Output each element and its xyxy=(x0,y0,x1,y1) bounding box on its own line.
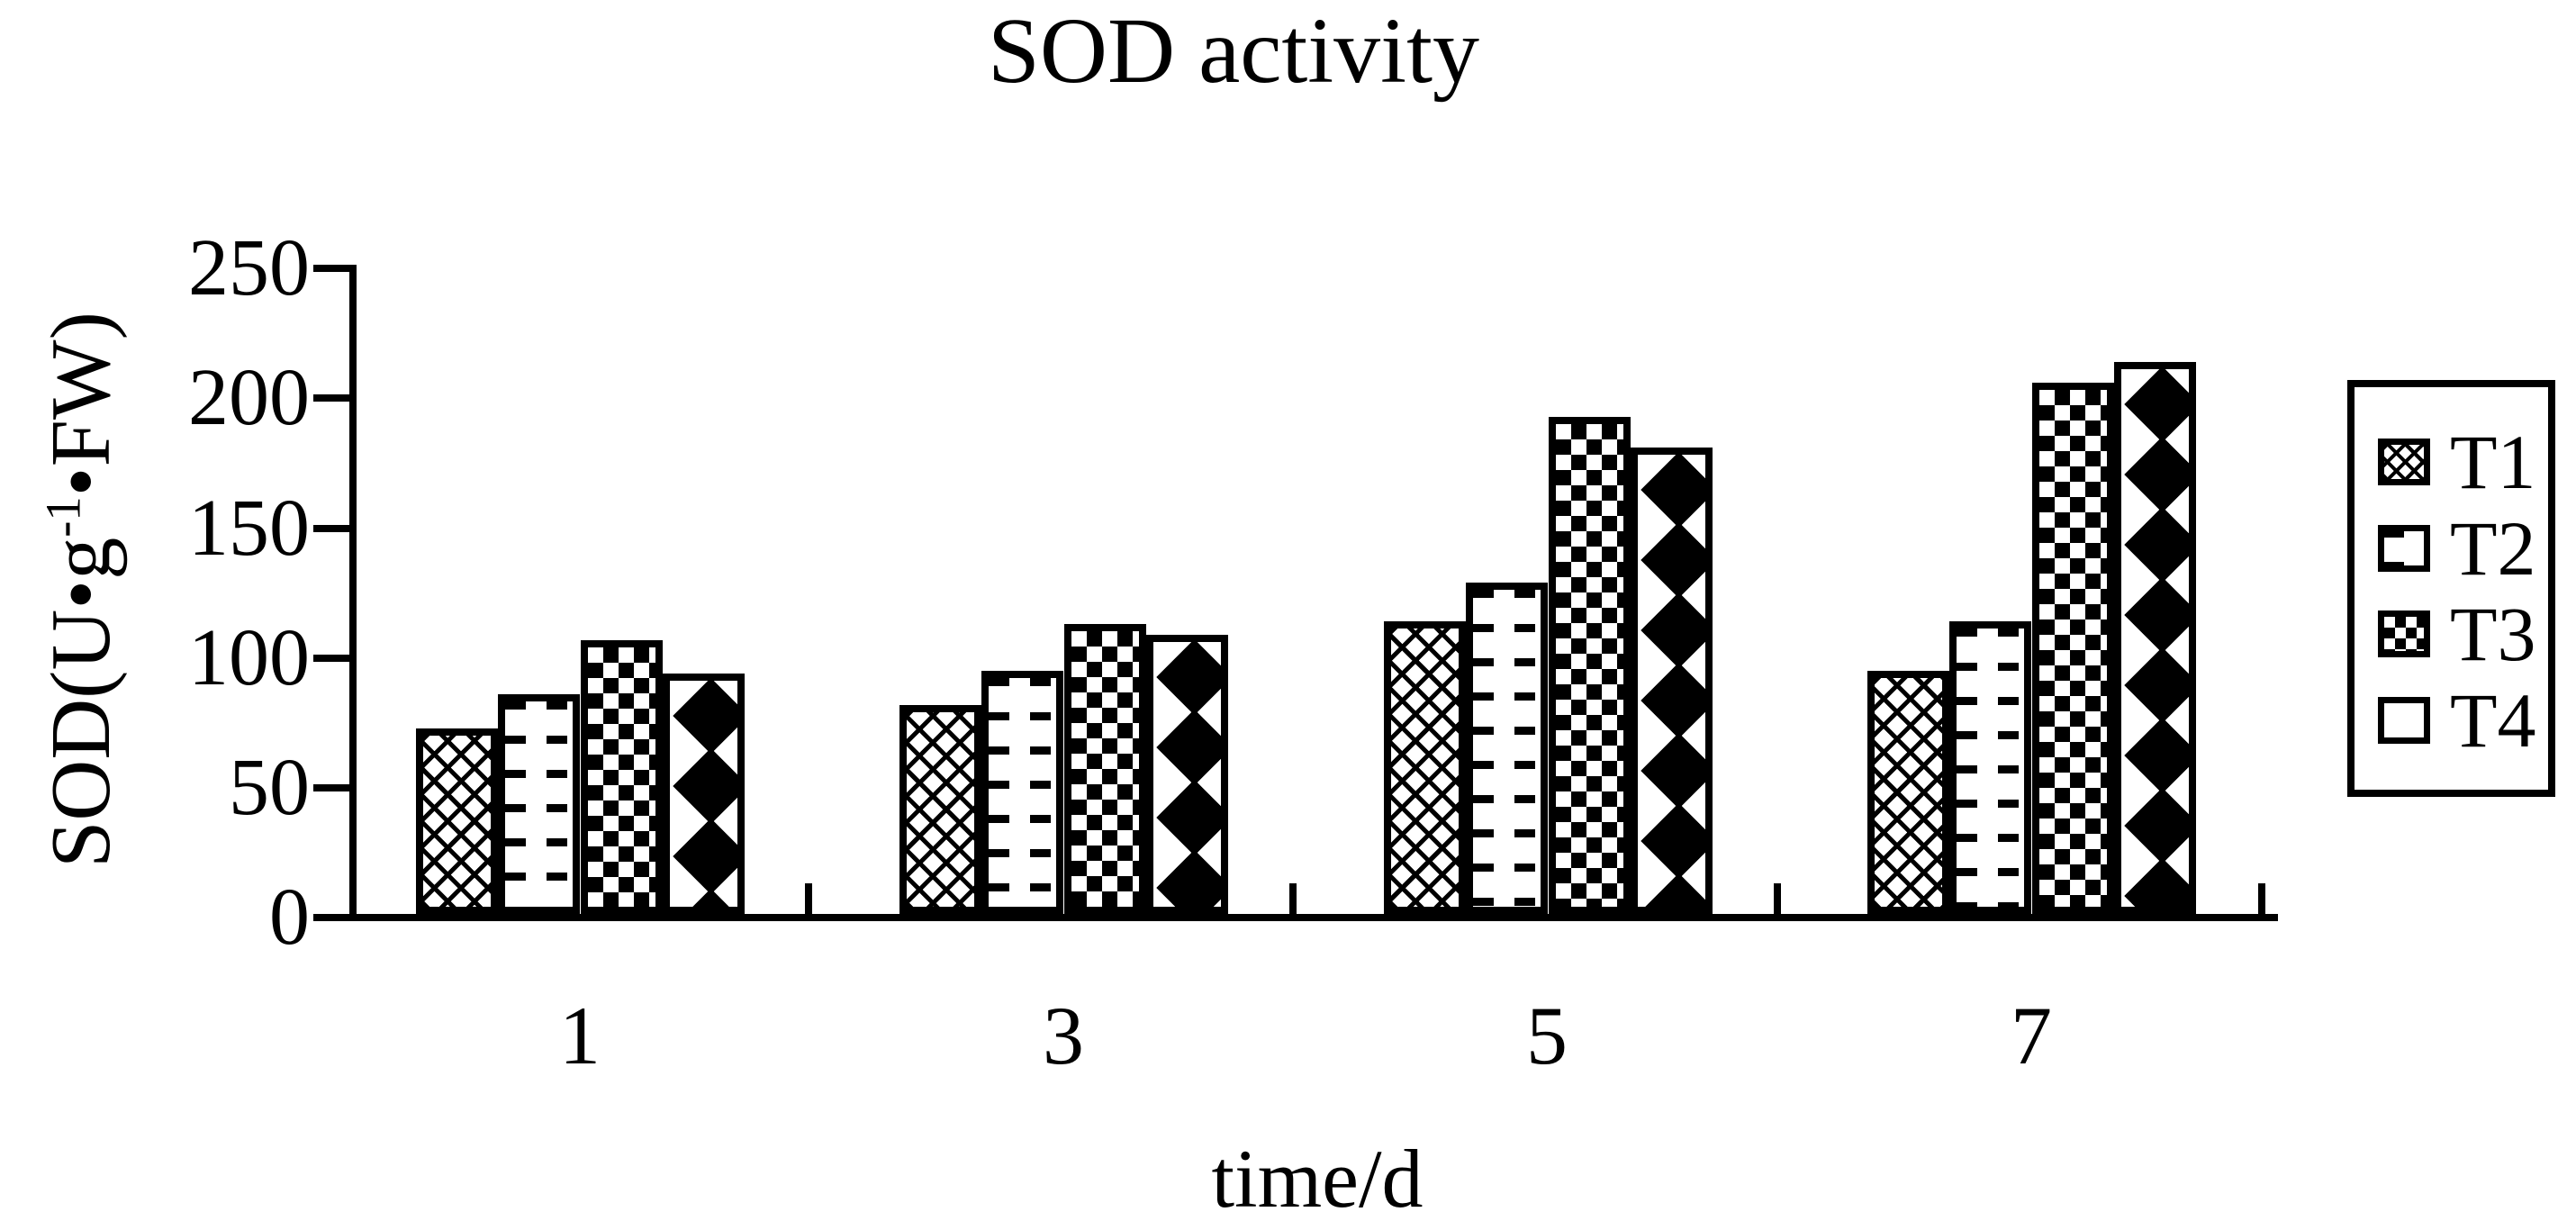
legend-swatch-crosshatch-icon xyxy=(2378,439,2430,485)
bar-t1-day-7 xyxy=(1867,671,1949,914)
y-axis-label-superscript: -1 xyxy=(35,496,91,538)
x-tick-label: 7 xyxy=(2011,990,2052,1081)
bar-t4-day-1 xyxy=(662,674,745,914)
legend-item-t1: T1 xyxy=(2355,423,2548,501)
bar-t2-day-5 xyxy=(1466,583,1549,914)
x-axis-label: time/d xyxy=(1211,1133,1424,1225)
bar-t2-day-7 xyxy=(1949,621,2032,914)
x-tick-label: 3 xyxy=(1043,990,1084,1081)
x-tick-label: 1 xyxy=(559,990,601,1081)
y-tick-label: 150 xyxy=(188,484,310,573)
bar-t1-day-5 xyxy=(1384,621,1466,914)
bar-t4-day-3 xyxy=(1145,634,1228,914)
y-tick-50 xyxy=(313,784,357,791)
legend-label: T4 xyxy=(2450,676,2536,764)
legend-label: T3 xyxy=(2450,591,2536,678)
x-tick xyxy=(805,883,812,914)
x-axis-line xyxy=(349,914,2278,921)
bar-t1-day-1 xyxy=(416,728,498,914)
y-tick-label: 50 xyxy=(229,743,310,832)
legend-label: T2 xyxy=(2450,504,2536,592)
y-tick-label: 250 xyxy=(188,223,310,312)
x-tick xyxy=(1289,883,1297,914)
bar-t3-day-5 xyxy=(1548,416,1631,914)
x-tick xyxy=(1774,883,1781,914)
bar-t2-day-3 xyxy=(981,671,1064,914)
bar-t4-day-5 xyxy=(1630,448,1713,914)
legend-item-t3: T3 xyxy=(2355,595,2548,673)
legend-swatch-wave-icon xyxy=(2378,524,2430,572)
bar-t3-day-1 xyxy=(580,639,663,914)
y-tick-100 xyxy=(313,655,357,662)
y-tick-0 xyxy=(313,914,357,921)
y-tick-150 xyxy=(313,525,357,532)
legend-item-t2: T2 xyxy=(2355,510,2548,587)
bar-t4-day-7 xyxy=(2113,362,2196,914)
x-tick-label: 5 xyxy=(1526,990,1568,1081)
bar-t1-day-3 xyxy=(899,704,981,914)
x-tick xyxy=(2258,883,2265,914)
legend: T1 T2 T3 T4 xyxy=(2347,380,2555,797)
legend-item-t4: T4 xyxy=(2355,682,2548,759)
y-tick-250 xyxy=(313,265,357,272)
bar-t2-day-1 xyxy=(498,694,581,914)
chart-title: SOD activity xyxy=(988,0,1479,103)
y-tick-label: 200 xyxy=(188,353,310,442)
y-tick-200 xyxy=(313,394,357,402)
legend-swatch-diamond-icon xyxy=(2378,696,2430,744)
y-tick-label: 0 xyxy=(269,873,310,962)
legend-swatch-checker-icon xyxy=(2378,610,2430,658)
legend-label: T1 xyxy=(2450,419,2536,505)
bar-t3-day-7 xyxy=(2031,383,2114,914)
y-axis-line xyxy=(349,265,357,921)
y-tick-label: 100 xyxy=(188,613,310,702)
bar-t3-day-3 xyxy=(1063,624,1146,914)
